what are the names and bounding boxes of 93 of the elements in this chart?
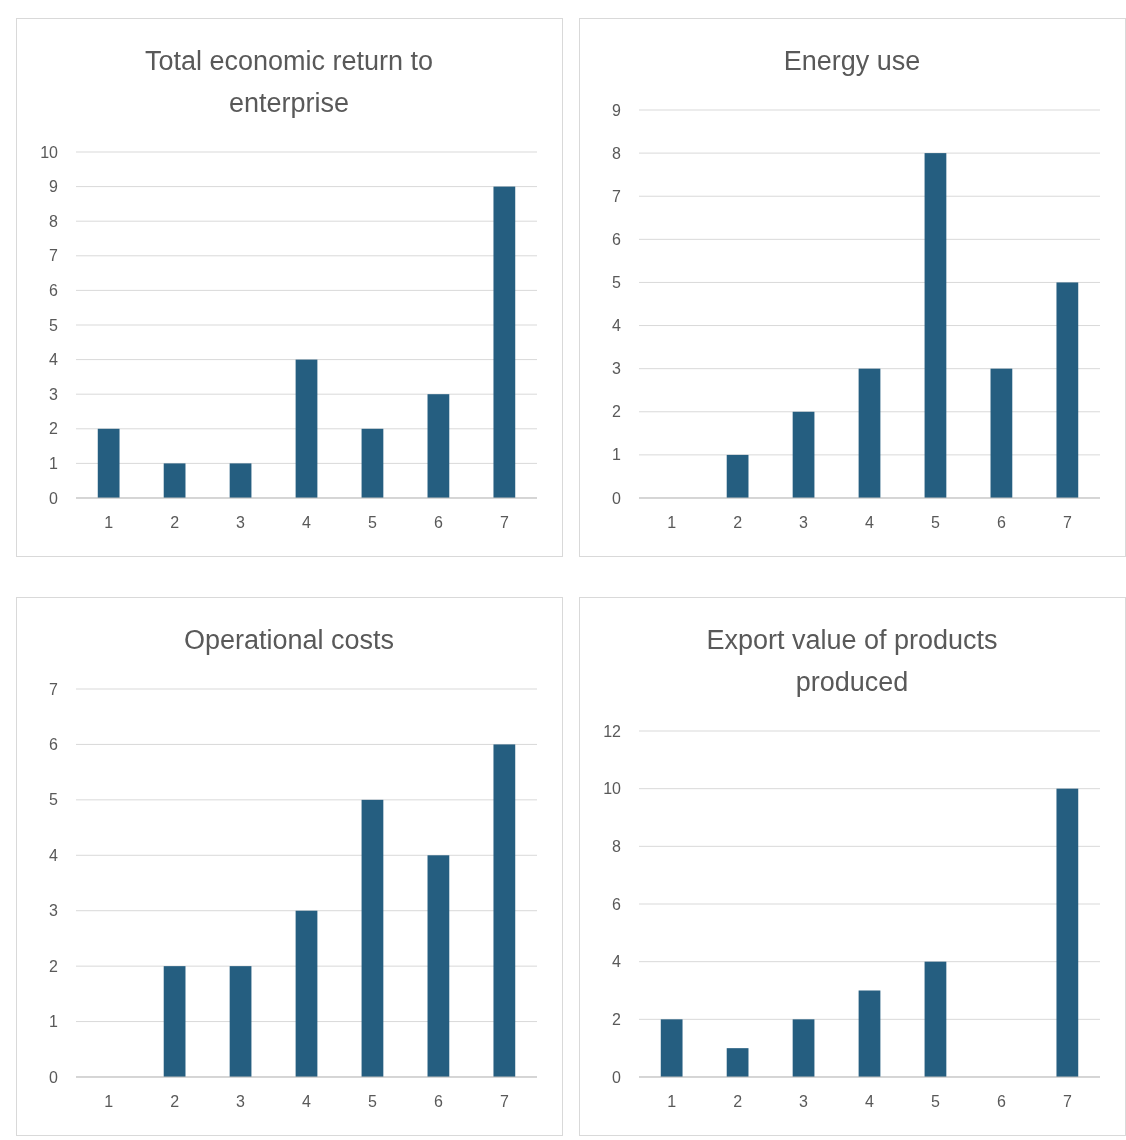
y-tick-label: 10 [40,143,59,161]
bar [427,855,450,1077]
bar [229,966,252,1077]
x-tick-label: 1 [104,1093,114,1110]
y-tick-label: 2 [612,1010,622,1028]
x-tick-label: 1 [667,1093,677,1110]
x-tick-label: 4 [865,1093,875,1110]
chart-title: Operational costs [183,625,395,655]
bar [792,1019,815,1077]
y-tick-label: 0 [49,1068,59,1086]
y-tick-label: 9 [49,178,59,196]
x-tick-label: 6 [996,1093,1006,1110]
bar [361,428,384,498]
bar [1056,788,1079,1077]
x-tick-label: 2 [170,514,180,531]
y-tick-label: 2 [49,420,59,438]
y-tick-label: 12 [603,722,622,740]
y-tick-label: 8 [612,144,622,162]
bar [295,910,318,1077]
x-tick-label: 1 [667,514,677,531]
y-tick-label: 3 [612,360,622,378]
y-tick-label: 4 [49,351,59,369]
x-tick-label: 2 [733,1093,743,1110]
bar [858,990,881,1077]
y-tick-label: 6 [49,282,59,299]
chart-title: Energy use [783,46,921,76]
y-tick-label: 3 [49,902,59,920]
y-tick-label: 6 [49,736,59,754]
y-tick-label: 10 [603,780,622,798]
y-tick-label: 3 [49,385,59,403]
x-tick-label: 3 [799,1093,809,1110]
bar [97,428,120,498]
bar [924,961,947,1077]
bar [726,454,749,498]
y-tick-label: 4 [612,317,622,335]
bar [427,394,450,498]
y-tick-label: 1 [612,446,622,464]
bar [924,153,947,498]
x-tick-label: 1 [104,514,114,531]
bar [163,463,186,498]
bar [493,744,516,1077]
bar [361,799,384,1077]
x-tick-label: 6 [996,514,1006,531]
bar [660,1019,683,1077]
chart-title: Total economic return to enterprise [144,46,434,118]
x-tick-label: 6 [433,514,443,531]
y-tick-label: 7 [612,187,622,205]
y-tick-label: 7 [49,680,59,698]
bar [858,368,881,498]
bar [295,359,318,498]
y-tick-label: 9 [612,101,622,119]
x-tick-label: 3 [236,514,246,531]
y-tick-label: 0 [49,489,59,507]
y-tick-label: 5 [612,274,622,292]
y-tick-label: 0 [612,1068,622,1086]
x-tick-label: 5 [931,514,940,531]
y-tick-label: 8 [612,837,622,855]
x-tick-label: 4 [302,514,312,531]
bar [726,1048,749,1077]
x-tick-label: 6 [433,1093,443,1110]
bar [163,966,186,1077]
x-tick-label: 2 [170,1093,180,1110]
x-tick-label: 2 [733,514,743,531]
y-tick-label: 6 [612,895,622,913]
x-tick-label: 3 [799,514,809,531]
bar [493,186,516,498]
x-tick-label: 7 [1062,514,1072,531]
y-tick-label: 0 [612,489,622,507]
x-tick-label: 7 [499,1093,509,1110]
x-tick-label: 5 [368,1093,377,1110]
y-tick-label: 6 [612,230,622,248]
bar [1056,282,1079,498]
x-tick-label: 7 [499,514,509,531]
y-tick-label: 4 [612,953,622,971]
y-tick-label: 2 [612,403,622,421]
x-tick-label: 7 [1062,1093,1072,1110]
y-tick-label: 5 [49,316,59,334]
bar [990,368,1013,498]
bar [792,411,815,498]
y-tick-label: 7 [49,247,59,265]
y-tick-label: 1 [49,455,59,472]
chart-title: Export value of products produced [706,625,998,697]
y-tick-label: 5 [49,791,59,809]
y-tick-label: 1 [49,1013,59,1031]
x-tick-label: 4 [302,1093,312,1110]
y-tick-label: 4 [49,846,59,864]
y-tick-label: 8 [49,212,59,230]
x-tick-label: 5 [368,514,377,531]
x-tick-label: 4 [865,514,875,531]
x-tick-label: 3 [236,1093,246,1110]
x-tick-label: 5 [931,1093,940,1110]
y-tick-label: 2 [49,957,59,975]
bar [229,463,252,498]
